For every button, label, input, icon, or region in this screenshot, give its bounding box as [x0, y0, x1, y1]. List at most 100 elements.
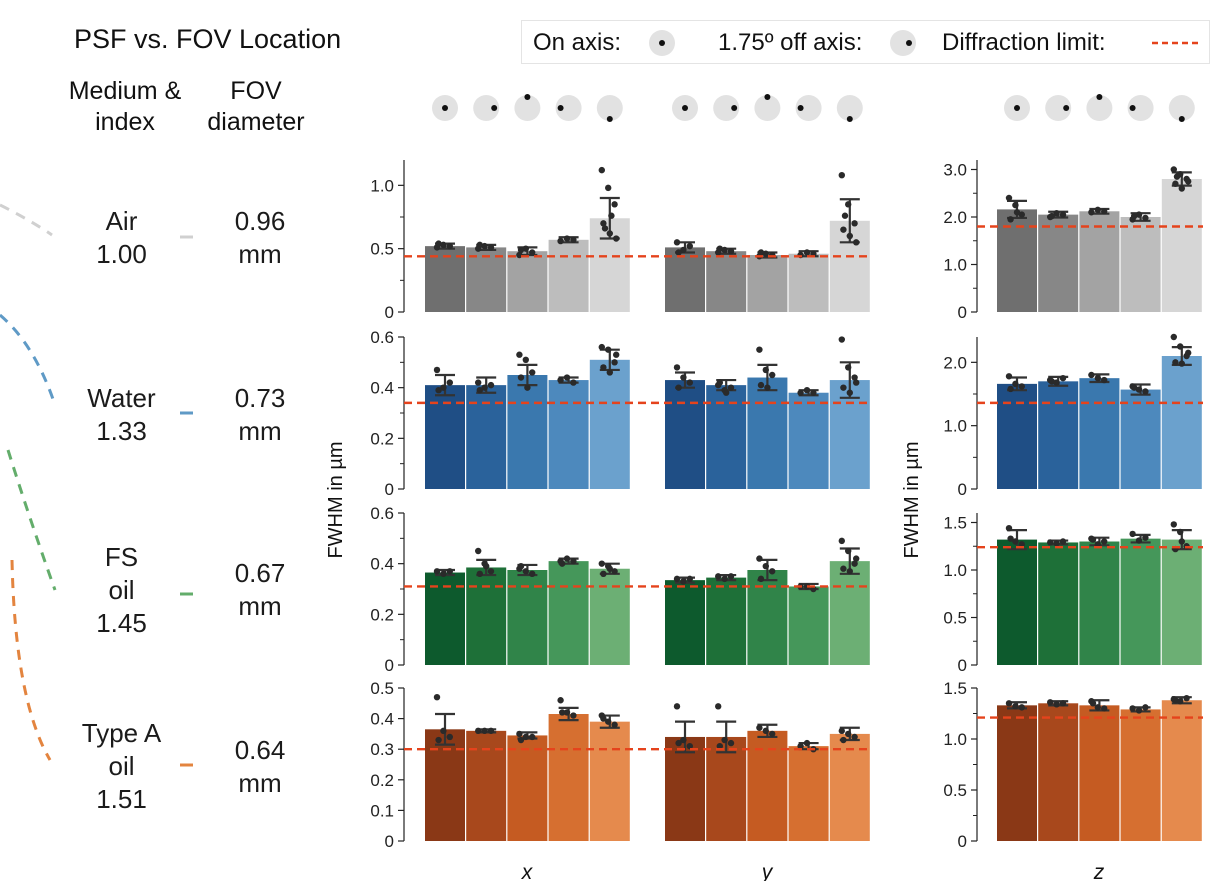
data-point-air-x-4 [563, 235, 571, 242]
data-point-water-z-1 [1018, 383, 1025, 390]
bar-air-z-3 [1079, 211, 1120, 312]
bar-water-z-2 [1038, 381, 1079, 489]
data-point-air-x-5 [598, 166, 605, 174]
data-point-fs-oil-z-1 [1005, 525, 1013, 532]
data-point-air-z-1 [1007, 216, 1014, 223]
bar-air-y-3 [747, 255, 788, 312]
data-point-fs-oil-x-1 [440, 570, 447, 577]
x-group-label-y: y [760, 861, 774, 881]
data-point-fs-oil-x-1 [433, 568, 441, 575]
data-point-type-a-oil-x-5 [600, 715, 607, 722]
fov-position-icon-y-2 [713, 95, 740, 121]
bar-type-a-oil-x-1 [425, 729, 465, 841]
data-point-type-a-oil-z-4 [1129, 705, 1136, 712]
y-tick-label-fs-oil-xy: 0 [385, 656, 394, 675]
y-tick-label-air-z: 3.0 [943, 161, 967, 180]
data-point-air-y-5 [846, 232, 853, 240]
data-point-type-a-oil-x-2 [487, 727, 495, 735]
data-point-type-a-oil-y-5 [840, 736, 847, 744]
data-point-fs-oil-z-4 [1142, 534, 1149, 541]
data-point-water-z-3 [1088, 371, 1095, 379]
bar-air-z-5 [1161, 179, 1202, 312]
data-point-air-z-5 [1178, 185, 1186, 192]
data-point-air-y-5 [838, 172, 845, 179]
bar-air-z-4 [1120, 217, 1161, 312]
data-point-water-z-5 [1177, 343, 1184, 350]
data-point-water-x-4 [570, 379, 577, 386]
data-point-water-z-2 [1053, 379, 1060, 386]
bar-type-a-oil-y-3 [747, 730, 788, 841]
bar-water-z-1 [997, 383, 1037, 489]
data-point-air-y-3 [757, 249, 765, 256]
y-tick-label-type-a-oil-xy: 0.2 [370, 771, 394, 790]
data-point-water-z-5 [1170, 333, 1178, 341]
data-point-fs-oil-x-3 [517, 563, 525, 570]
data-point-air-y-5 [845, 201, 852, 208]
bar-type-a-oil-z-4 [1120, 709, 1161, 841]
bar-fs-oil-x-5 [589, 568, 630, 665]
data-point-water-z-2 [1048, 378, 1056, 385]
y-tick-label-type-a-oil-z: 1.0 [943, 730, 967, 749]
bar-water-x-3 [507, 375, 548, 489]
figure-title: PSF vs. FOV Location [74, 24, 342, 54]
data-point-fs-oil-z-2 [1053, 540, 1060, 547]
data-point-fs-oil-y-2 [721, 575, 728, 583]
medium-box-type-a-oil: Type A oil 1.51 [81, 718, 162, 814]
data-point-fs-oil-y-2 [715, 573, 722, 580]
fov-position-dot-z-5 [1178, 116, 1185, 122]
data-point-type-a-oil-y-2 [716, 742, 723, 750]
data-point-fs-oil-y-5 [846, 568, 853, 575]
y-tick-label-water-xy: 0.4 [370, 379, 394, 398]
data-point-type-a-oil-y-1 [680, 736, 687, 744]
fov-position-dot-z-1 [1014, 105, 1020, 111]
data-point-air-z-5 [1173, 173, 1181, 180]
data-point-fs-oil-x-5 [598, 560, 605, 567]
y-tick-label-water-z: 2.0 [943, 353, 967, 372]
data-point-fs-oil-z-3 [1089, 536, 1097, 543]
data-point-fs-oil-y-1 [673, 575, 681, 583]
bar-air-x-3 [507, 251, 548, 312]
data-point-water-y-4 [810, 389, 817, 396]
data-point-water-x-2 [481, 384, 488, 391]
data-point-type-a-oil-x-3 [517, 736, 525, 744]
y-tick-label-type-a-oil-xy: 0.5 [370, 679, 394, 698]
bar-fs-oil-z-5 [1161, 539, 1202, 665]
bar-fs-oil-y-5 [829, 561, 870, 665]
data-point-type-a-oil-z-1 [1012, 703, 1019, 710]
data-point-type-a-oil-y-1 [675, 739, 682, 747]
y-tick-label-air-xy: 0.5 [370, 240, 394, 259]
fov-position-icon-x-2 [473, 95, 500, 121]
y-tick-label-fs-oil-xy: 0.6 [370, 504, 394, 523]
data-point-type-a-oil-z-4 [1142, 704, 1149, 711]
bar-fs-oil-x-3 [507, 570, 548, 665]
y-tick-label-fs-oil-xy: 0.2 [370, 605, 394, 624]
data-point-fs-oil-z-1 [1012, 538, 1019, 545]
fov-position-icon-z-5 [1168, 95, 1195, 121]
legend-off-axis-label: 1.75º off axis: [718, 29, 863, 56]
data-point-air-z-1 [1012, 201, 1019, 209]
data-point-type-a-oil-y-5 [845, 730, 852, 738]
data-point-type-a-oil-y-3 [756, 724, 763, 731]
data-point-fs-oil-y-2 [727, 573, 735, 580]
legend-on-axis-label: On axis: [533, 29, 622, 56]
bar-water-x-5 [589, 359, 630, 489]
data-point-air-y-5 [840, 226, 847, 233]
medium-box-air: Air 1.00 [96, 205, 147, 269]
data-point-air-x-5 [600, 220, 607, 227]
data-point-fs-oil-y-5 [845, 547, 852, 555]
data-point-air-z-5 [1170, 166, 1178, 173]
data-point-water-y-4 [797, 389, 804, 396]
data-point-fs-oil-x-4 [559, 560, 566, 567]
data-point-type-a-oil-x-2 [475, 727, 482, 735]
y-tick-label-water-xy: 0.6 [370, 328, 394, 347]
y-axis-title-xy: FWHM in µm [325, 441, 347, 558]
data-point-type-a-oil-z-4 [1135, 707, 1143, 714]
data-point-water-y-5 [846, 389, 853, 396]
data-point-water-x-5 [606, 369, 613, 376]
data-point-air-z-3 [1094, 206, 1102, 214]
bar-air-z-1 [997, 209, 1037, 312]
data-point-type-a-oil-z-5 [1183, 695, 1190, 702]
fov-position-dot-z-3 [1096, 94, 1103, 100]
data-point-air-z-1 [1018, 211, 1025, 218]
bar-type-a-oil-y-4 [788, 746, 829, 841]
